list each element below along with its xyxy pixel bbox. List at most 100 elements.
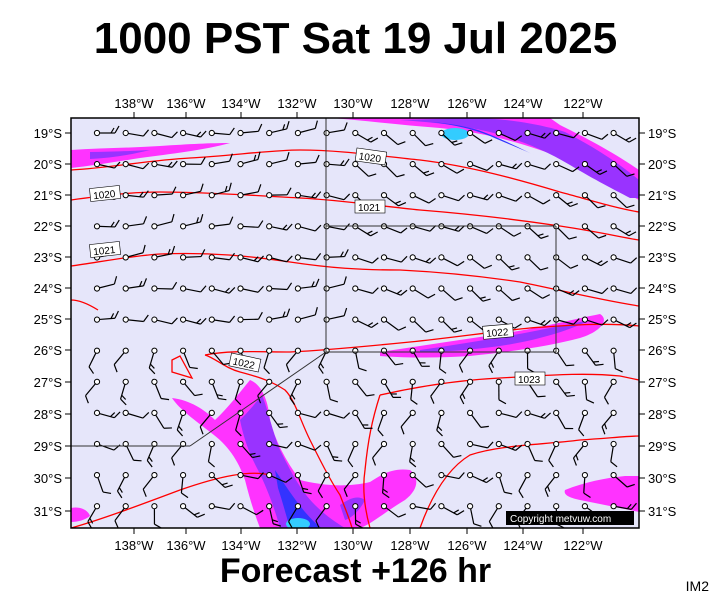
wind-barb <box>294 307 318 323</box>
wind-barb <box>289 378 301 405</box>
lat-label-right: 23°S <box>648 250 677 265</box>
wind-barb <box>84 378 101 404</box>
wind-barb <box>467 254 493 269</box>
wind-barb <box>266 152 290 168</box>
wind-barb <box>208 315 236 323</box>
wind-barb <box>380 192 407 207</box>
wind-barb <box>610 502 637 510</box>
wind-barb <box>122 244 146 261</box>
wind-barb <box>180 129 207 138</box>
lat-label-right: 29°S <box>648 439 677 454</box>
wind-barb <box>524 161 551 170</box>
isobar-label: 1021 <box>354 199 386 214</box>
wind-barb <box>180 249 206 261</box>
wind-barb <box>548 440 560 468</box>
wind-barb <box>208 127 235 137</box>
wind-barb <box>352 378 375 397</box>
wind-barb <box>438 129 463 146</box>
wind-barb <box>438 440 462 458</box>
lat-label-left: 22°S <box>34 219 63 234</box>
isobar-label: 1020 <box>89 185 121 202</box>
lat-label-left: 20°S <box>34 157 63 172</box>
wind-barb <box>581 161 608 175</box>
wind-barb <box>524 440 543 462</box>
wind-barb <box>237 285 264 293</box>
wind-barb <box>610 472 635 488</box>
wind-barb <box>578 409 589 437</box>
wind-barb <box>122 314 149 323</box>
copyright-box <box>506 511 634 525</box>
wind-barb <box>237 472 264 480</box>
wind-barb <box>176 409 187 437</box>
lat-label-right: 24°S <box>648 281 677 296</box>
wind-barb <box>438 192 465 202</box>
wind-barb <box>151 186 177 199</box>
wind-barb <box>266 187 292 199</box>
wind-barb <box>352 285 379 294</box>
wind-barb <box>208 252 235 261</box>
wind-barb <box>495 472 513 495</box>
isobar-label: 1022 <box>482 323 514 340</box>
wind-barb <box>93 310 119 323</box>
svg-text:1022: 1022 <box>232 357 256 372</box>
wind-barb <box>237 254 264 263</box>
wind-barb <box>380 378 402 398</box>
wind-barb <box>495 378 507 405</box>
lon-label-top: 136°W <box>166 96 206 111</box>
lon-label-bottom: 134°W <box>221 538 261 553</box>
wind-barb <box>151 378 170 401</box>
wind-barb <box>93 125 120 137</box>
wind-barb <box>122 278 148 292</box>
wind-barb <box>323 440 343 462</box>
lat-label-right: 20°S <box>648 157 677 172</box>
wind-barb <box>323 378 339 403</box>
wind-barb <box>171 440 187 466</box>
lat-label-left: 30°S <box>34 471 63 486</box>
wind-barb <box>409 161 435 177</box>
wind-barb <box>237 220 264 230</box>
lat-label-right: 25°S <box>648 312 677 327</box>
wind-barb <box>266 409 288 429</box>
wind-barb <box>524 316 551 327</box>
lat-label-right: 31°S <box>648 504 677 519</box>
wind-barb <box>294 191 322 199</box>
wind-barb <box>610 285 638 294</box>
lon-label-top: 124°W <box>503 96 543 111</box>
wind-barb <box>553 409 574 430</box>
wind-barb <box>436 409 445 437</box>
wind-barb <box>467 440 494 449</box>
wind-barb <box>438 161 465 174</box>
isobar-labels: 1020 1020 1021 1021 1022 1022 1023 <box>89 147 546 386</box>
wind-barb <box>380 503 407 518</box>
wind-barb <box>518 472 531 499</box>
wind-barb <box>467 129 493 144</box>
isobar-label: 1023 <box>514 371 546 386</box>
wind-barb <box>352 254 379 264</box>
wind-barb <box>93 409 121 419</box>
wind-barb <box>495 285 521 302</box>
wind-barb <box>380 223 408 234</box>
wind-barb <box>467 409 489 428</box>
wind-barb <box>323 249 349 261</box>
lat-label-left: 25°S <box>34 312 63 327</box>
wind-barb <box>581 378 595 404</box>
wind-barb <box>208 216 234 230</box>
ocean-area <box>71 118 639 528</box>
wind-barb <box>380 285 408 296</box>
wind-barb <box>315 503 330 528</box>
wind-barb <box>409 254 437 264</box>
wind-barb <box>237 123 263 137</box>
wind-barb <box>495 161 523 170</box>
wind-barb <box>237 184 262 199</box>
forecast-label: Forecast +126 hr <box>219 552 492 590</box>
lon-label-top: 134°W <box>221 96 261 111</box>
wind-barb <box>572 440 589 466</box>
wind-barb <box>438 254 465 267</box>
wind-barb <box>352 316 379 329</box>
lon-label-top: 122°W <box>563 96 603 111</box>
wind-barb <box>122 440 142 462</box>
lat-label-right: 27°S <box>648 375 677 390</box>
wind-barb <box>266 254 293 263</box>
wind-barb <box>237 440 261 459</box>
wind-barb <box>180 285 207 293</box>
